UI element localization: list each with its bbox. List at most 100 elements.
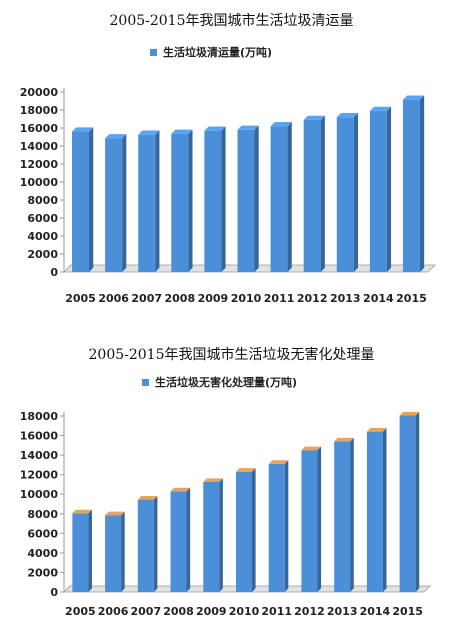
bar <box>336 113 358 272</box>
bar-top <box>237 125 259 130</box>
y-tick-label: 16000 <box>20 430 59 443</box>
y-tick-label: 2000 <box>27 566 58 579</box>
x-tick-label: 2011 <box>261 605 292 618</box>
bar-top <box>334 437 354 442</box>
x-tick-label: 2013 <box>327 605 358 618</box>
bar <box>301 446 322 592</box>
y-tick-label: 2000 <box>27 248 58 261</box>
legend-swatch <box>150 48 157 56</box>
bar-front <box>203 482 220 592</box>
bar-front <box>301 450 318 592</box>
bar-side <box>419 95 425 272</box>
bar-top <box>270 122 292 127</box>
y-tick-label: 0 <box>50 586 58 599</box>
bar <box>203 478 223 592</box>
bar-front <box>336 117 354 272</box>
y-tick-label: 14000 <box>20 449 59 462</box>
y-tick-label: 14000 <box>20 140 59 153</box>
bar-side <box>221 126 226 272</box>
bar-side <box>287 122 292 272</box>
bar-front <box>369 110 387 273</box>
x-tick-label: 2015 <box>392 605 423 618</box>
y-tick-label: 6000 <box>27 212 58 225</box>
legend-label: 生活垃圾清运量(万吨) <box>163 46 273 59</box>
bar-front <box>72 513 89 592</box>
bar <box>399 411 420 592</box>
bar <box>137 496 158 592</box>
bar-side <box>188 129 193 272</box>
bar <box>369 106 392 273</box>
y-tick-label: 12000 <box>20 469 59 482</box>
y-tick-label: 20000 <box>20 86 59 99</box>
bar <box>72 509 92 592</box>
bar <box>237 125 259 272</box>
bar-side <box>121 511 125 592</box>
bar-front <box>366 431 383 592</box>
bar-front <box>105 515 122 592</box>
x-tick-label: 2005 <box>65 605 96 618</box>
x-tick-label: 2015 <box>396 292 427 305</box>
x-tick-label: 2006 <box>98 292 129 305</box>
chart-title: 2005-2015年我国城市生活垃圾无害化处理量 <box>88 347 375 363</box>
bar-side <box>88 509 92 592</box>
bar <box>303 115 325 273</box>
bar-chart-treatment: 0 2000 4000 6000 8000 10000 12000 14000 16000 180… <box>20 410 431 618</box>
bar-top <box>138 130 160 135</box>
bar <box>270 122 292 272</box>
bar-side <box>382 428 387 592</box>
bar-top <box>303 115 325 120</box>
y-tick-label: 0 <box>50 266 58 279</box>
x-tick-label: 2014 <box>360 605 391 618</box>
bar <box>334 437 354 592</box>
bar-front <box>399 415 416 592</box>
bar <box>236 468 256 592</box>
bar-top <box>203 478 223 482</box>
bar-top <box>236 468 256 472</box>
bar-side <box>219 478 223 592</box>
bar-front <box>236 471 252 592</box>
x-tick-label: 2014 <box>363 292 394 305</box>
bar-side <box>122 134 127 272</box>
bar <box>204 126 226 272</box>
bar-side <box>254 125 259 272</box>
bar-front <box>268 463 285 592</box>
y-tick-label: 4000 <box>27 547 58 560</box>
y-tick-label: 16000 <box>20 122 59 135</box>
bar <box>105 511 125 592</box>
bar-front <box>105 138 123 272</box>
bar <box>366 428 387 592</box>
bar-front <box>137 499 154 592</box>
bar-top <box>204 126 226 131</box>
bar-front <box>171 133 189 272</box>
bar-top <box>72 509 92 514</box>
y-tick-label: 12000 <box>20 158 59 171</box>
y-tick-label: 8000 <box>27 508 58 521</box>
x-tick-label: 2012 <box>297 292 328 305</box>
bar <box>402 95 425 273</box>
bar <box>138 130 160 272</box>
chart-panel-treatment: 2005-2015年我国城市生活垃圾无害化处理量 生活垃圾无害化处理量(万吨) … <box>0 330 463 628</box>
bar <box>72 127 94 273</box>
bar-front <box>237 129 255 272</box>
bar-front <box>204 130 222 272</box>
bar-top <box>369 106 392 111</box>
bar <box>170 487 191 592</box>
bar-front <box>170 491 187 592</box>
bar-front <box>402 99 420 273</box>
bar <box>105 134 127 272</box>
y-tick-label: 10000 <box>20 488 59 501</box>
x-tick-label: 2005 <box>65 292 96 305</box>
bar-side <box>415 411 420 592</box>
y-tick-label: 18000 <box>20 410 59 423</box>
bar-top <box>402 95 425 100</box>
x-tick-label: 2013 <box>330 292 361 305</box>
x-tick-label: 2010 <box>231 292 262 305</box>
y-tick-label: 4000 <box>27 230 58 243</box>
bar-side <box>317 446 322 592</box>
bar-side <box>155 130 160 272</box>
bar-top <box>301 446 322 451</box>
bar <box>268 460 289 592</box>
x-tick-label: 2007 <box>131 605 162 618</box>
bar-front <box>72 131 90 272</box>
bar-top <box>399 411 420 416</box>
